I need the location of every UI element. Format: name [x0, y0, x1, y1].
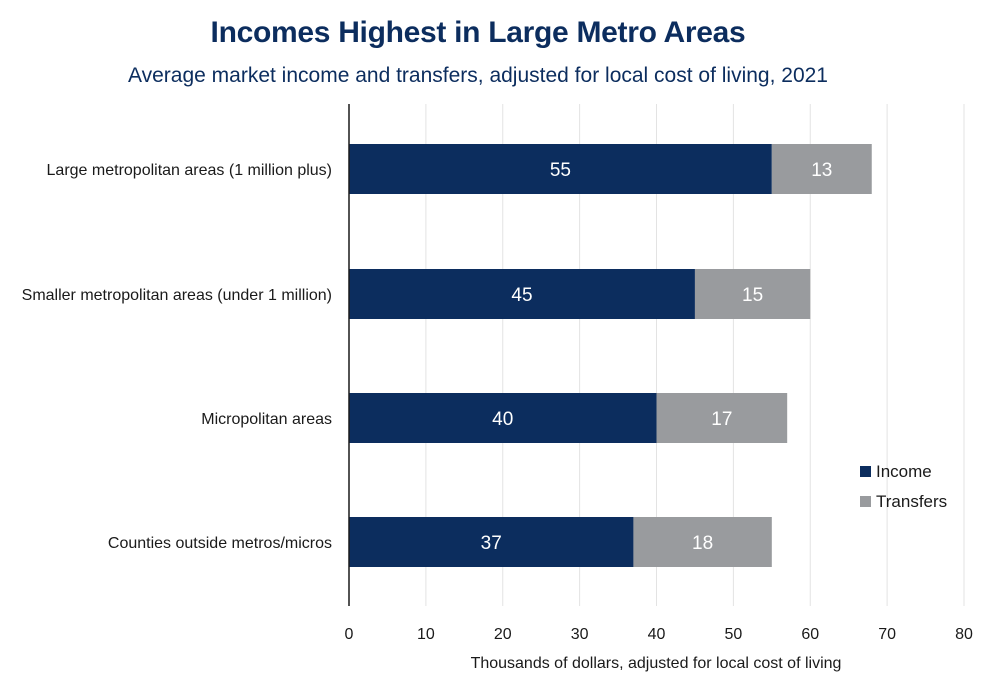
legend-label-income: Income	[876, 462, 932, 481]
legend-swatch-income	[860, 466, 871, 477]
data-label-transfers: 17	[711, 409, 732, 430]
category-label: Counties outside metros/micros	[108, 535, 332, 552]
x-tick-label: 40	[648, 626, 666, 643]
bar-income	[349, 517, 634, 567]
category-label: Large metropolitan areas (1 million plus…	[47, 162, 332, 179]
bar-transfers	[633, 517, 772, 567]
x-tick-label: 10	[417, 626, 435, 643]
data-label-income: 40	[492, 409, 513, 430]
legend-label-transfers: Transfers	[876, 492, 947, 511]
legend-swatch-transfers	[860, 496, 871, 507]
bar-transfers	[656, 393, 788, 443]
data-label-income: 37	[481, 533, 502, 554]
data-label-transfers: 13	[811, 160, 832, 181]
chart-subtitle: Average market income and transfers, adj…	[128, 64, 828, 87]
x-tick-label: 50	[724, 626, 742, 643]
x-tick-label: 70	[878, 626, 896, 643]
bar-transfers	[694, 269, 811, 319]
bar-income	[349, 144, 772, 194]
x-tick-label: 30	[571, 626, 589, 643]
data-label-transfers: 18	[692, 533, 713, 554]
bar-income	[349, 269, 695, 319]
data-label-transfers: 15	[742, 285, 763, 306]
category-label: Micropolitan areas	[201, 411, 332, 428]
x-axis-label: Thousands of dollars, adjusted for local…	[471, 655, 842, 672]
data-label-income: 45	[511, 285, 532, 306]
bar-income	[349, 393, 657, 443]
chart-title: Incomes Highest in Large Metro Areas	[210, 16, 746, 49]
bar-transfers	[771, 144, 872, 194]
x-tick-label: 20	[494, 626, 512, 643]
x-tick-label: 60	[801, 626, 819, 643]
x-tick-label: 0	[345, 626, 354, 643]
data-label-income: 55	[550, 160, 571, 181]
x-tick-label: 80	[955, 626, 973, 643]
category-label: Smaller metropolitan areas (under 1 mill…	[22, 287, 332, 304]
